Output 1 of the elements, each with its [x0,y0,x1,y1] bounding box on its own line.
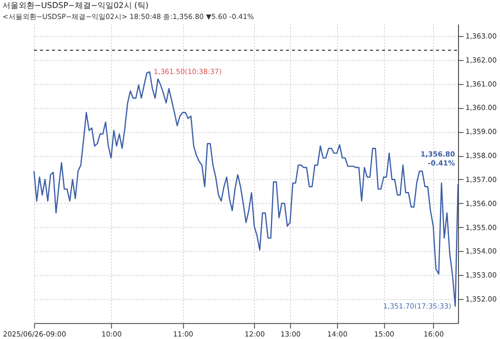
chart-title: 서울외환−USDSP−체결−익일02시 (틱) [2,1,149,10]
